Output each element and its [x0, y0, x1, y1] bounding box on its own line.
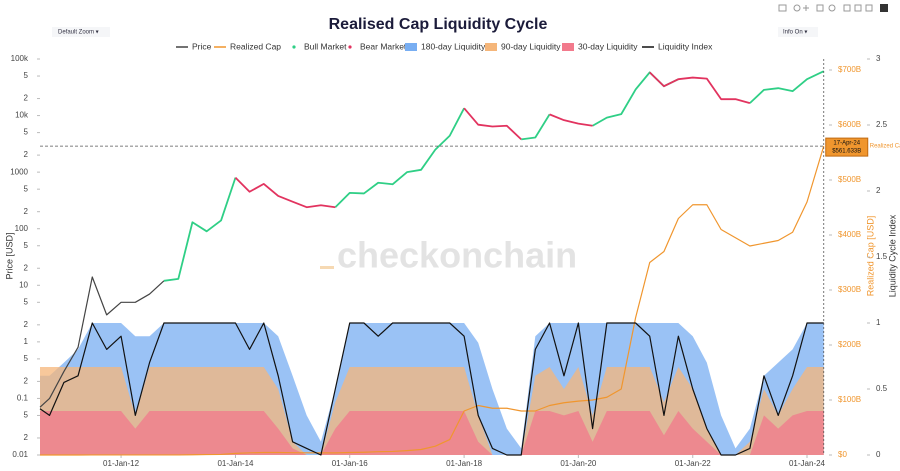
- y2-tick-label: $300B: [838, 285, 861, 294]
- legend-swatch: [348, 45, 352, 49]
- legend-label: Realized Cap: [230, 41, 281, 51]
- x-tick-label: 01-Jan-16: [332, 459, 369, 468]
- legend-swatch: [405, 43, 417, 51]
- legend-swatch: [485, 43, 497, 51]
- y-tick-label: 2: [24, 94, 29, 103]
- reset-icon[interactable]: [865, 4, 873, 12]
- x-tick-label: 01-Jan-24: [789, 459, 826, 468]
- chart-title: Realised Cap Liquidity Cycle: [329, 16, 548, 33]
- series-line: [463, 107, 522, 140]
- y-tick-label: 10: [19, 280, 28, 289]
- hover-box: [825, 137, 869, 157]
- series-line: [549, 113, 593, 127]
- y-tick-label: 100k: [11, 54, 29, 63]
- hover-name: Realized Cap: [870, 144, 900, 150]
- y-tick-label: 5: [24, 241, 29, 250]
- hover-value: $561.633B: [832, 149, 861, 155]
- series-line: [649, 71, 751, 104]
- plotly-logo[interactable]: [880, 4, 888, 12]
- camera-icon[interactable]: [778, 4, 787, 12]
- y-tick-label: 2: [24, 207, 29, 216]
- y2-tick-label: $0: [838, 450, 847, 459]
- y2-tick-label: $700B: [838, 65, 861, 74]
- y2-tick-label: $600B: [838, 120, 861, 129]
- y3-axis-title: Liquidity Cycle Index: [887, 214, 897, 297]
- y3-tick-label: 2: [876, 186, 881, 195]
- y3-tick-label: 0: [876, 450, 881, 459]
- lasso-icon[interactable]: [828, 4, 836, 12]
- series-line: [592, 71, 679, 127]
- info-dropdown-label[interactable]: Info On ▾: [783, 30, 807, 36]
- x-tick-label: 01-Jan-14: [217, 459, 254, 468]
- y-tick-label: 5: [24, 354, 29, 363]
- series-line: [521, 113, 551, 141]
- y-tick-label: 100: [15, 224, 29, 233]
- legend-swatch: [562, 43, 574, 51]
- toolbar: [778, 4, 888, 12]
- zoom-dropdown-label[interactable]: Default Zoom ▾: [58, 30, 99, 36]
- y3-tick-label: 2.5: [876, 120, 888, 129]
- y-tick-label: 2: [24, 263, 29, 272]
- y2-tick-label: $400B: [838, 230, 861, 239]
- y-tick-label: 5: [24, 71, 29, 80]
- legend-label: 30-day Liquidity: [578, 41, 638, 51]
- x-tick-label: 01-Jan-12: [103, 459, 140, 468]
- legend-label: 90-day Liquidity: [501, 41, 561, 51]
- zoom-out-icon[interactable]: [854, 4, 862, 12]
- x-tick-label: 01-Jan-22: [675, 459, 712, 468]
- zoom-in-icon[interactable]: [843, 4, 851, 12]
- zoom-dropdown[interactable]: [52, 27, 110, 37]
- y-tick-label: 2: [24, 433, 29, 442]
- series-line: [39, 276, 165, 408]
- series-line: [40, 145, 825, 456]
- y2-tick-label: $500B: [838, 175, 861, 184]
- legend-label: 180-day Liquidity: [421, 41, 486, 51]
- y2-tick-label: $100B: [838, 395, 861, 404]
- y3-tick-label: 0.5: [876, 384, 888, 393]
- y-tick-label: 1: [24, 337, 29, 346]
- legend-label: Liquidity Index: [658, 41, 713, 51]
- legend-label: Bull Market: [304, 41, 347, 51]
- info-dropdown[interactable]: [778, 27, 818, 37]
- series-line: [749, 70, 825, 104]
- y-tick-label: 1000: [10, 167, 28, 176]
- y-tick-label: 5: [24, 184, 29, 193]
- pan-icon[interactable]: [803, 5, 809, 11]
- legend-label: Price: [192, 41, 212, 51]
- hover-date: 17-Apr-24: [833, 141, 860, 147]
- y3-tick-label: 1: [876, 318, 881, 327]
- series-line: [39, 322, 824, 456]
- liquidity-area: [40, 411, 824, 455]
- y-tick-label: 10k: [15, 111, 29, 120]
- y-tick-label: 5: [24, 297, 29, 306]
- select-icon[interactable]: [816, 4, 824, 12]
- y-axis-title: Price [USD]: [4, 232, 14, 279]
- series-line: [234, 176, 336, 209]
- y2-axis-title: Realized Cap [USD]: [865, 216, 875, 297]
- series-line: [163, 177, 237, 282]
- x-tick-label: 01-Jan-20: [560, 459, 597, 468]
- y-tick-label: 0.01: [12, 450, 28, 459]
- plot-area: [39, 70, 825, 456]
- y-tick-label: 5: [24, 128, 29, 137]
- y-tick-label: 2: [24, 320, 29, 329]
- watermark: checkonchain: [337, 235, 577, 276]
- legend-swatch: [292, 45, 296, 49]
- y3-tick-label: 3: [876, 54, 881, 63]
- y-tick-label: 2: [24, 377, 29, 386]
- y-tick-label: 2: [24, 150, 29, 159]
- y-tick-label: 0.1: [17, 394, 29, 403]
- legend-label: Bear Market: [360, 41, 407, 51]
- zoom-icon[interactable]: [793, 4, 801, 12]
- watermark-mark: [320, 266, 334, 269]
- series-line: [334, 107, 465, 208]
- y-tick-label: 5: [24, 411, 29, 420]
- y3-tick-label: 1.5: [876, 252, 888, 261]
- y2-tick-label: $200B: [838, 340, 861, 349]
- x-tick-label: 01-Jan-18: [446, 459, 483, 468]
